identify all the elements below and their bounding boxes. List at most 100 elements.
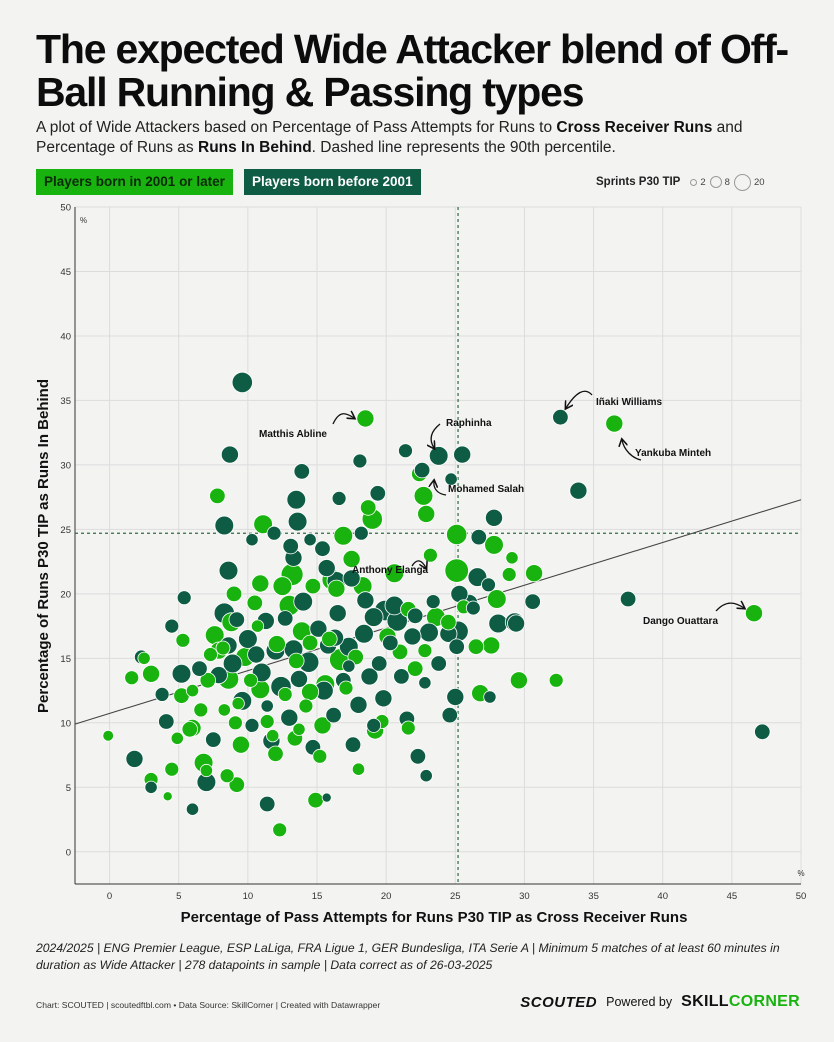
annotation-arrow — [715, 603, 744, 612]
scatter-point-young — [333, 525, 354, 546]
scatter-point-young — [253, 514, 273, 534]
scatter-point-young — [272, 822, 288, 838]
scatter-point-old — [247, 645, 266, 664]
scatter-point-old — [205, 731, 222, 748]
scatter-point-old — [453, 445, 472, 464]
scatter-point-old — [484, 508, 503, 527]
annotation-label: Anthony Elanga — [352, 565, 429, 576]
scatter-point-old — [289, 670, 308, 689]
scatter-point-old — [158, 713, 175, 730]
scatter-point-old — [465, 600, 481, 616]
scatter-point-young — [243, 672, 259, 688]
annotation-label: Raphinha — [446, 418, 492, 429]
scatter-point-old — [144, 780, 158, 794]
x-tick-label: 35 — [588, 891, 599, 902]
size-legend-value-small: 2 — [700, 176, 706, 188]
scatter-point-young — [525, 564, 544, 583]
scatter-point-old — [277, 610, 294, 627]
scatter-point-old — [266, 525, 282, 541]
scatter-point-old — [369, 485, 387, 502]
subtitle-part-1: A plot of Wide Attackers based on Percen… — [36, 119, 557, 136]
scatter-point-young — [209, 487, 226, 505]
scatter-point-old — [154, 687, 170, 702]
scatter-point-young — [307, 792, 324, 809]
scatter-point-old — [325, 706, 342, 724]
scouted-logo: SCOUTED — [520, 993, 598, 1011]
scatter-point-young — [181, 721, 199, 738]
scatter-point-old — [552, 409, 569, 426]
y-tick-label: 30 — [60, 460, 71, 471]
scatter-point-old — [393, 668, 410, 685]
scatter-point-young — [266, 729, 280, 743]
annotation-label: Yankuba Minteh — [635, 448, 711, 459]
scatter-point-old — [488, 613, 509, 634]
size-legend-circle-medium-icon — [709, 176, 722, 188]
scatter-point-old — [259, 795, 276, 813]
scatter-point-old — [409, 748, 427, 765]
chart-credit: Chart: SCOUTED | scoutedftbl.com • Data … — [36, 1000, 381, 1010]
scatter-point-old — [754, 723, 771, 741]
scatter-point-old — [231, 371, 253, 393]
scatter-point-young — [193, 702, 209, 718]
scatter-point-young — [313, 716, 332, 735]
x-tick-label: 40 — [657, 891, 668, 902]
scatter-point-young — [509, 671, 528, 690]
scatter-point-old — [331, 490, 347, 506]
footnote: 2024/2025 | ENG Premier League, ESP LaLi… — [36, 941, 780, 972]
chart-points — [102, 371, 771, 838]
skillcorner-logo: SKILLCORNER — [681, 993, 800, 1011]
scatter-point-old — [238, 629, 258, 649]
scatter-point-old — [374, 689, 393, 708]
scatter-point-old — [425, 594, 441, 609]
scatter-point-old — [524, 593, 541, 610]
annotation-arrow — [332, 414, 354, 425]
scatter-point-old — [382, 634, 399, 652]
scatter-point-old — [171, 663, 192, 684]
scatter-point-young — [267, 745, 284, 763]
scatter-point-old — [245, 533, 259, 547]
scatter-point-old — [363, 607, 384, 627]
scatter-point-old — [293, 591, 314, 612]
scatter-point-old — [360, 667, 379, 686]
scatter-point-old — [191, 660, 208, 677]
scatter-point-old — [413, 461, 431, 479]
annotation-label: Mohamed Salah — [448, 484, 524, 495]
x-tick-label: 20 — [381, 891, 392, 902]
scatter-point-old — [481, 577, 496, 593]
scatter-point-old — [222, 653, 243, 674]
scatter-point-young — [605, 414, 624, 433]
scatter-point-old — [218, 560, 239, 581]
y-unit-label: % — [80, 216, 87, 225]
annotation-label: Matthis Abline — [259, 429, 327, 440]
scatter-point-young — [246, 594, 264, 612]
scatter-point-young — [482, 636, 501, 655]
scatter-point-old — [483, 690, 497, 704]
scatter-point-old — [366, 718, 382, 733]
scatter-point-old — [356, 591, 375, 610]
scatter-point-old — [352, 453, 368, 469]
scatter-point-young — [227, 715, 243, 731]
scatter-point-young — [400, 720, 416, 736]
scatter-point-young — [501, 567, 517, 582]
scatter-point-young — [137, 651, 151, 665]
scatter-point-young — [440, 614, 457, 631]
scatter-point-young — [745, 604, 764, 623]
skillcorner-logo-corner: CORNER — [728, 993, 800, 1010]
scatter-point-young — [356, 409, 375, 428]
scatter-point-young — [446, 523, 468, 546]
size-legend-title: Sprints P30 TIP — [596, 176, 681, 188]
subtitle-part-3: . Dashed line represents the 90th percen… — [311, 139, 616, 156]
scatter-point-young — [217, 703, 231, 717]
scatter-point-young — [124, 670, 140, 686]
scatter-point-young — [250, 619, 265, 633]
scatter-point-old — [220, 445, 239, 464]
scatter-point-old — [342, 659, 356, 673]
scatter-point-old — [430, 655, 447, 672]
y-tick-label: 25 — [60, 525, 71, 536]
scatter-point-young — [467, 638, 485, 655]
scatter-point-young — [203, 647, 218, 662]
annotation-arrow — [434, 481, 447, 496]
scatter-point-old — [303, 533, 317, 547]
chart-title: The expected Wide Attacker blend of Off-… — [36, 26, 789, 115]
